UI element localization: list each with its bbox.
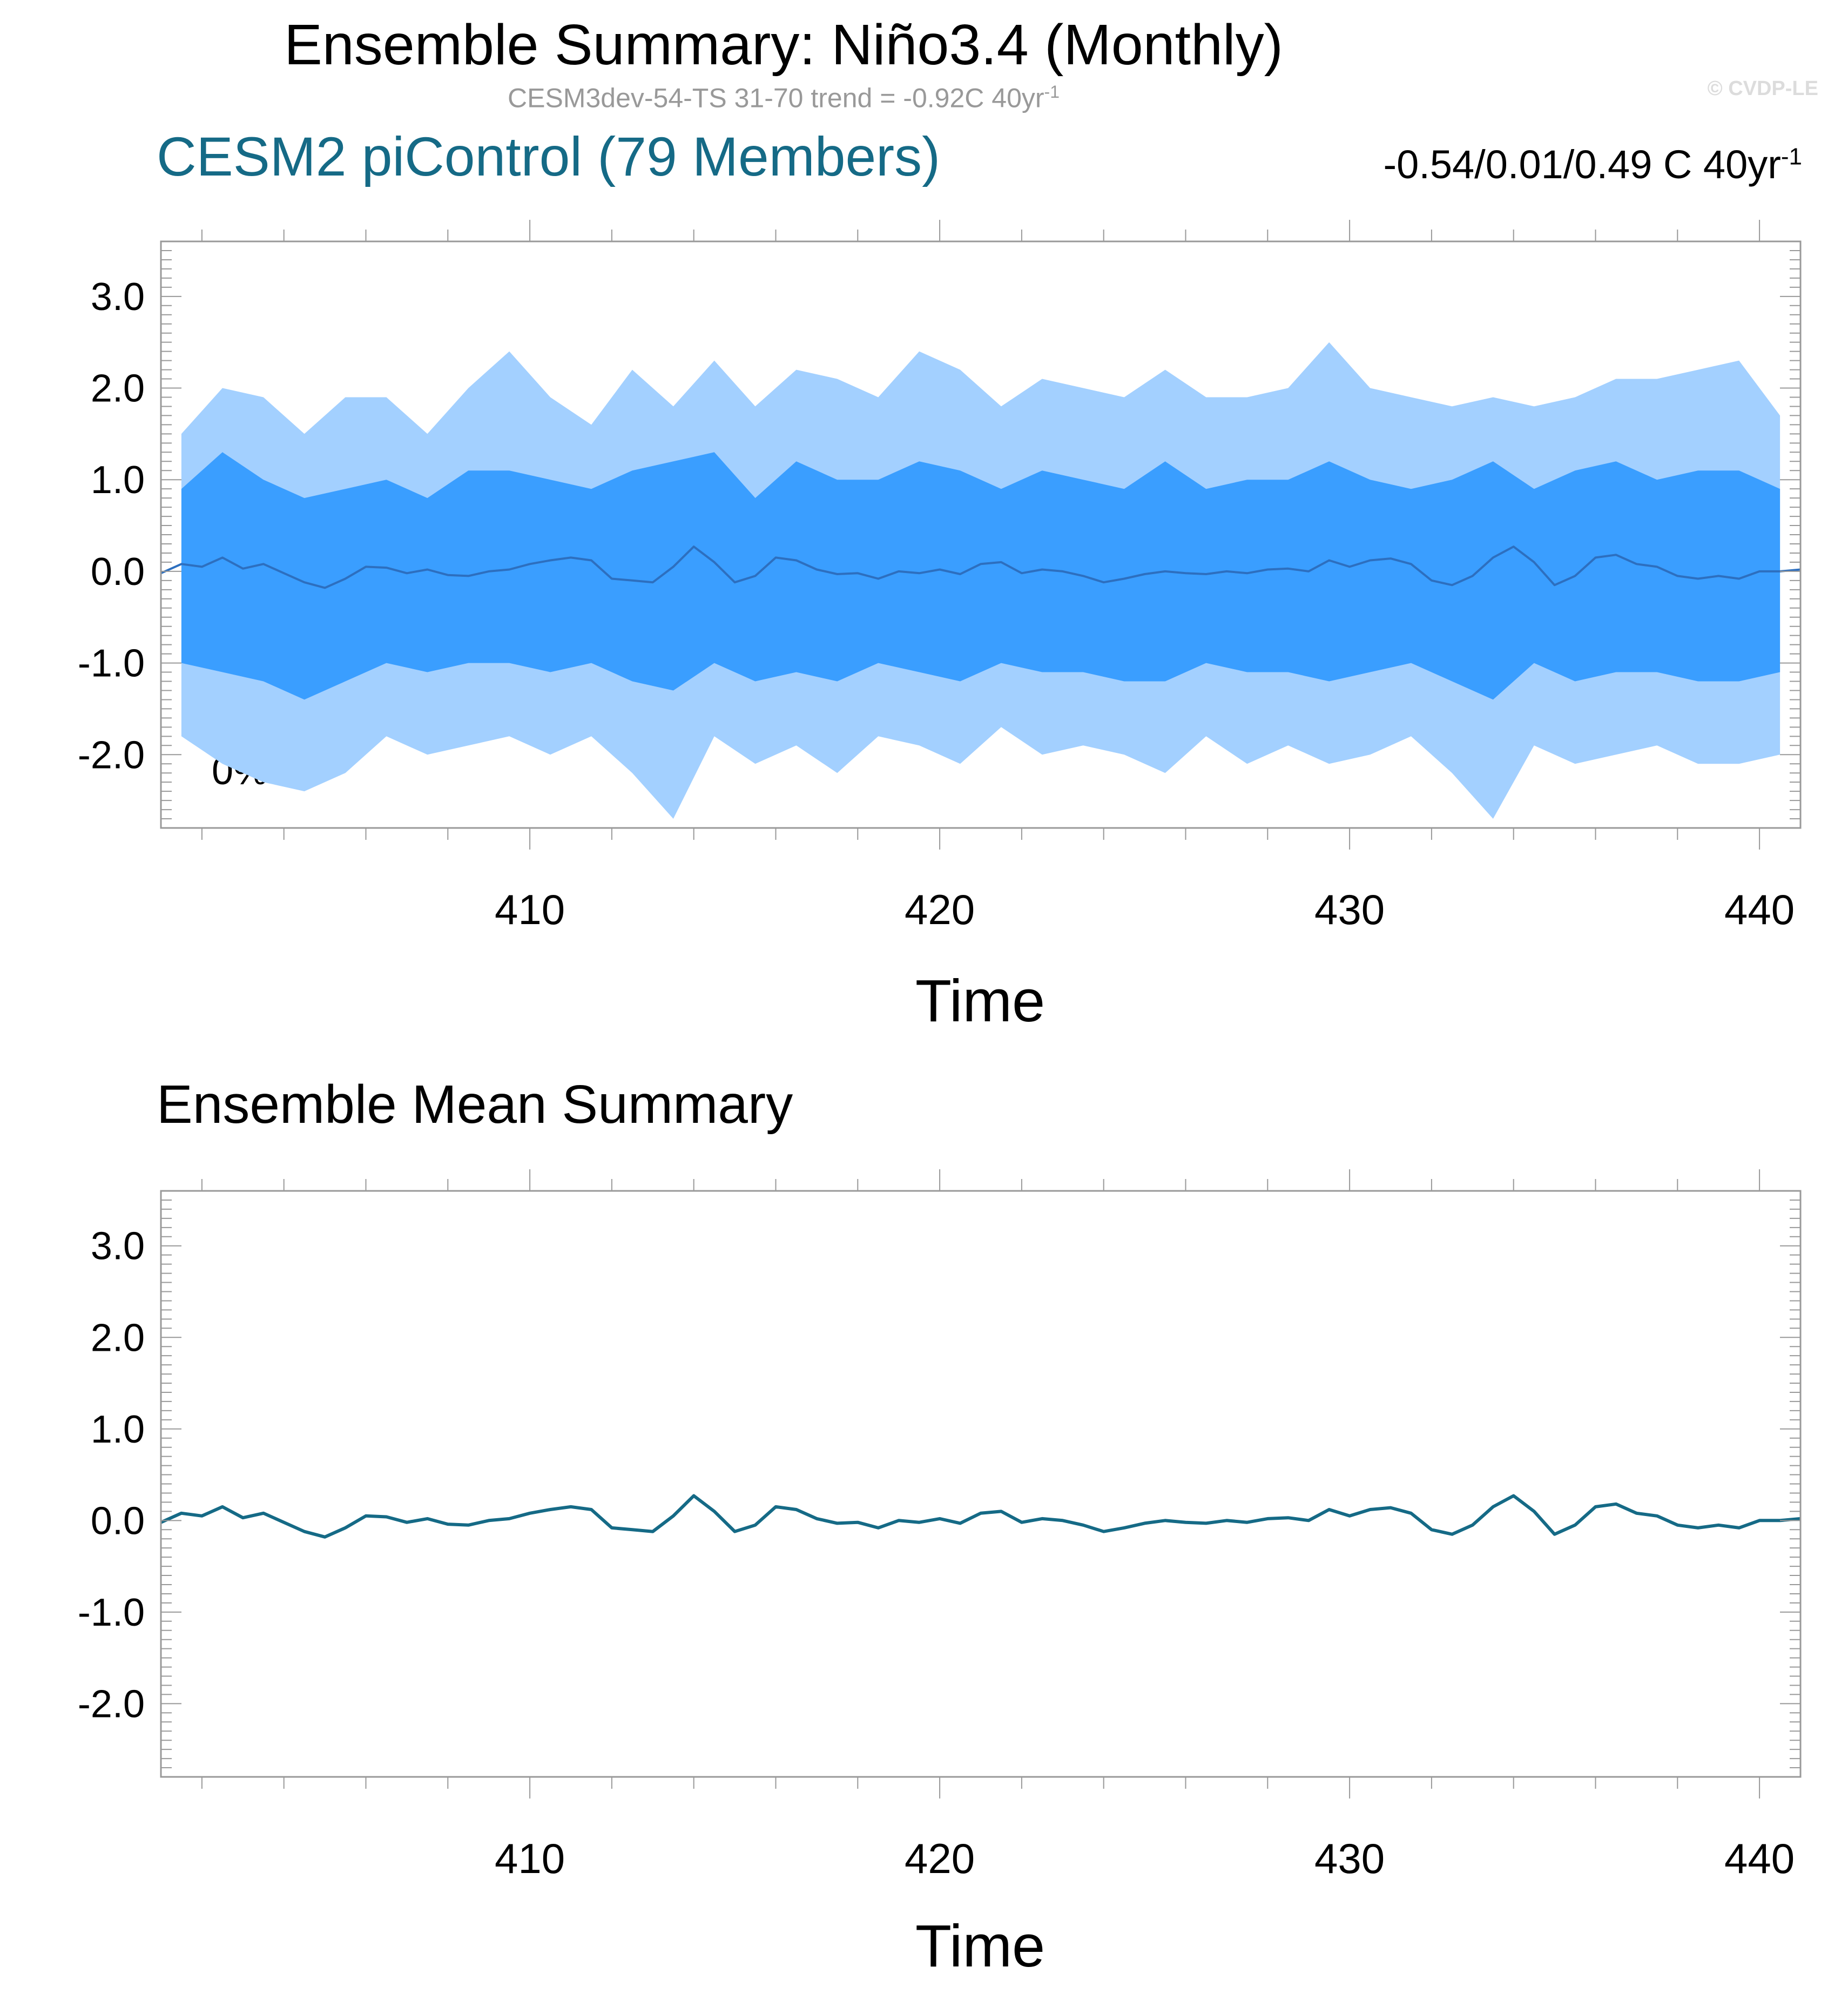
panel1-ytick-label: -1.0 xyxy=(78,642,145,685)
panel1-mean-line xyxy=(160,545,1801,589)
panel2-ytick-label: 2.0 xyxy=(91,1316,145,1359)
panel2-xtick-label: 410 xyxy=(495,1835,565,1882)
percent-annotation: 0% xyxy=(212,750,268,793)
panel1-ytick-label: 3.0 xyxy=(91,275,145,319)
panel1-plot-frame xyxy=(160,240,1802,829)
panel1-inner-band xyxy=(181,452,1780,700)
figure-subtitle: CESM3dev-54-TS 31-70 trend = -0.92C 40yr… xyxy=(0,82,1848,114)
panel1-xtick-label: 420 xyxy=(905,886,975,933)
panel2-xlabel: Time xyxy=(915,1913,1046,1979)
figure-title: Ensemble Summary: Niño3.4 (Monthly) xyxy=(284,13,1283,77)
trend-stat-sup: -1 xyxy=(1780,143,1802,170)
panel2-xtick-label: 420 xyxy=(905,1835,975,1882)
panel2-ytick-label: 3.0 xyxy=(91,1225,145,1268)
panel1-xlabel: Time xyxy=(915,968,1046,1034)
panel2-mean-line xyxy=(160,1494,1801,1539)
panel2-ytick-label: 1.0 xyxy=(91,1408,145,1451)
trend-stat-text: -0.54/0.01/0.49 C 40yr xyxy=(1383,142,1781,187)
panel2-plot-frame xyxy=(160,1190,1802,1778)
panel2-ytick-label: -2.0 xyxy=(78,1682,145,1726)
panel1-ytick-label: 2.0 xyxy=(91,367,145,410)
panel2-xtick-label: 440 xyxy=(1724,1835,1795,1882)
subtitle-text: CESM3dev-54-TS 31-70 trend = -0.92C 40yr xyxy=(508,83,1044,113)
watermark: © CVDP-LE xyxy=(1707,77,1818,100)
panel2-title: Ensemble Mean Summary xyxy=(157,1074,793,1135)
panel1-xtick-label: 430 xyxy=(1314,886,1385,933)
panel1-ytick-label: 0.0 xyxy=(91,550,145,594)
panel1-xtick-label: 440 xyxy=(1724,886,1795,933)
panel2-ytick-label: 0.0 xyxy=(91,1499,145,1542)
panel1-title: CESM2 piControl (79 Members) xyxy=(157,126,941,187)
panel2-xtick-label: 430 xyxy=(1314,1835,1385,1882)
panel1-ytick-label: -2.0 xyxy=(78,733,145,777)
trend-stat: -0.54/0.01/0.49 C 40yr-1 xyxy=(1384,142,1802,187)
panel1-outer-band xyxy=(181,342,1780,819)
subtitle-sup: -1 xyxy=(1044,82,1060,102)
panel1-ytick-label: 1.0 xyxy=(91,459,145,502)
panel2-ytick-label: -1.0 xyxy=(78,1591,145,1634)
panel1-xtick-label: 410 xyxy=(495,886,565,933)
